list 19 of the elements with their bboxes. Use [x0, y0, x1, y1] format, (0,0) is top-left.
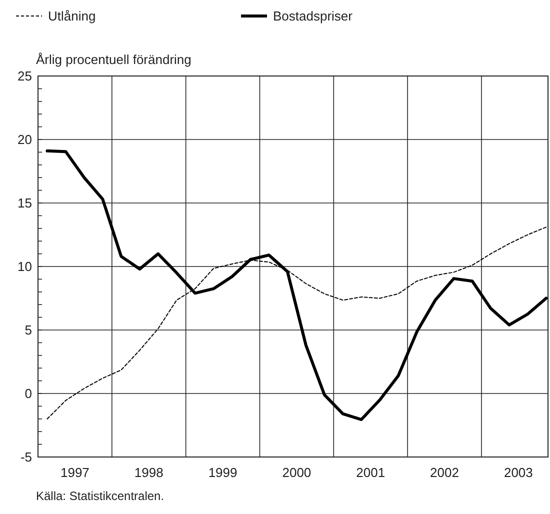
y-tick-label: 15: [18, 196, 32, 211]
y-tick-label: 10: [18, 259, 32, 274]
y-tick-label: 0: [24, 386, 32, 402]
legend-label: Utlåning: [48, 8, 96, 24]
text: Källa: Statistikcentralen.: [36, 489, 164, 503]
y-tick-label: 5: [24, 322, 32, 338]
x-tick-label: 2000: [282, 465, 312, 480]
line-series: [46, 149, 548, 422]
x-tick-label: 2002: [430, 465, 459, 480]
x-tick-label: 2003: [504, 465, 533, 480]
legend-label: Bostadspriser: [273, 8, 354, 24]
y-tick-label: -5: [20, 450, 32, 465]
x-tick-label: 1998: [134, 465, 164, 480]
y-axis-title: Årlig procentuell förändring: [36, 52, 192, 67]
x-tick-label: 2001: [356, 465, 386, 480]
x-tick-label: 1997: [60, 465, 90, 480]
y-tick-label: 25: [18, 68, 32, 84]
y-tick-label: 20: [18, 132, 32, 148]
x-tick-label: 1999: [208, 465, 238, 480]
